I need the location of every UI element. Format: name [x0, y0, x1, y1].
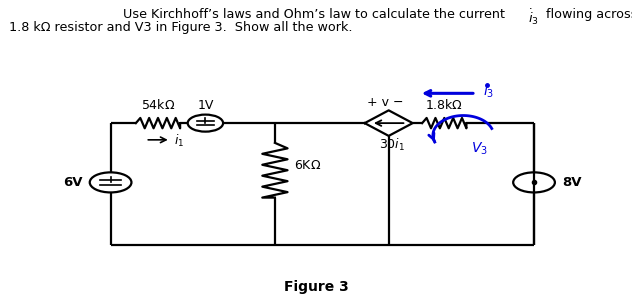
Text: Figure 3: Figure 3	[284, 280, 348, 294]
Text: 1.8 kΩ resistor and V3 in Figure 3.  Show all the work.: 1.8 kΩ resistor and V3 in Figure 3. Show…	[9, 21, 353, 34]
Text: Use Kirchhoff’s laws and Ohm’s law to calculate the current: Use Kirchhoff’s laws and Ohm’s law to ca…	[123, 8, 509, 21]
Text: 30$i_1$: 30$i_1$	[379, 137, 405, 153]
Text: 6V: 6V	[63, 176, 82, 189]
Text: 54k$\Omega$: 54k$\Omega$	[141, 98, 175, 112]
Text: $\it{\dot{i}}_3$: $\it{\dot{i}}_3$	[528, 8, 538, 27]
Text: $\it{i}_3$: $\it{i}_3$	[483, 83, 494, 100]
Text: flowing across the: flowing across the	[542, 8, 632, 21]
Text: $\it{V}_3$: $\it{V}_3$	[471, 141, 488, 157]
Text: $i_1$: $i_1$	[174, 133, 184, 149]
Text: 8V: 8V	[562, 176, 582, 189]
Text: + v −: + v −	[367, 96, 404, 109]
Text: 1.8k$\Omega$: 1.8k$\Omega$	[425, 98, 463, 112]
Text: 1V: 1V	[197, 99, 214, 112]
Text: 6K$\Omega$: 6K$\Omega$	[294, 159, 321, 172]
